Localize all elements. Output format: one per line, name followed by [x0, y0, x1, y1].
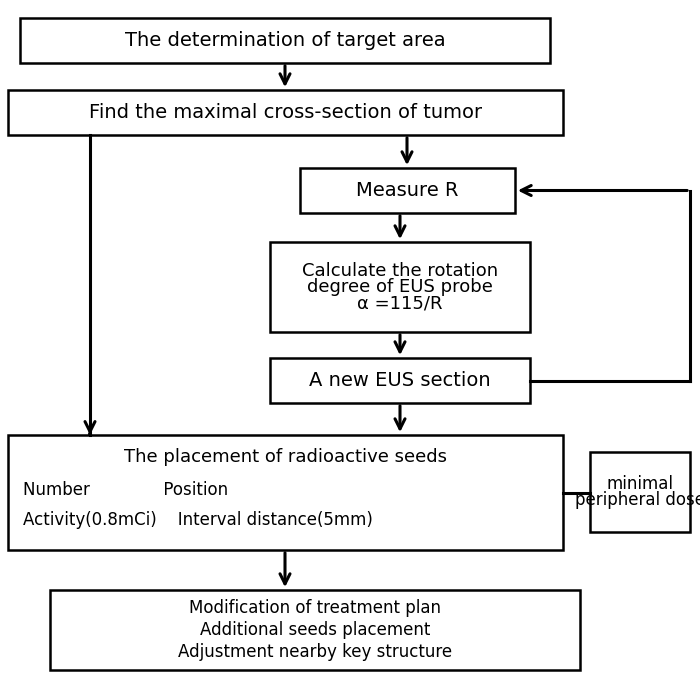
Text: Calculate the rotation: Calculate the rotation [302, 262, 498, 280]
Bar [270, 358, 530, 403]
Text: Find the maximal cross-section of tumor: Find the maximal cross-section of tumor [89, 103, 482, 122]
Text: Activity(0.8mCi)    Interval distance(5mm): Activity(0.8mCi) Interval distance(5mm) [23, 511, 373, 529]
Text: peripheral dose: peripheral dose [575, 491, 700, 509]
Bar [8, 90, 563, 135]
Text: Measure R: Measure R [356, 181, 458, 200]
Bar [8, 435, 563, 550]
Bar [300, 168, 515, 213]
Bar [50, 590, 580, 670]
Text: Modification of treatment plan: Modification of treatment plan [189, 599, 441, 617]
Bar [270, 242, 530, 332]
Text: Additional seeds placement: Additional seeds placement [199, 621, 430, 639]
Bar [20, 18, 550, 63]
Bar [590, 452, 690, 532]
Text: Number              Position: Number Position [23, 481, 228, 499]
Text: degree of EUS probe: degree of EUS probe [307, 278, 493, 296]
Text: α =115/R: α =115/R [357, 294, 442, 312]
Text: The placement of radioactive seeds: The placement of radioactive seeds [124, 448, 447, 466]
Text: minimal: minimal [606, 475, 673, 493]
Text: The determination of target area: The determination of target area [125, 31, 445, 50]
Text: Adjustment nearby key structure: Adjustment nearby key structure [178, 643, 452, 661]
Text: A new EUS section: A new EUS section [309, 371, 491, 390]
